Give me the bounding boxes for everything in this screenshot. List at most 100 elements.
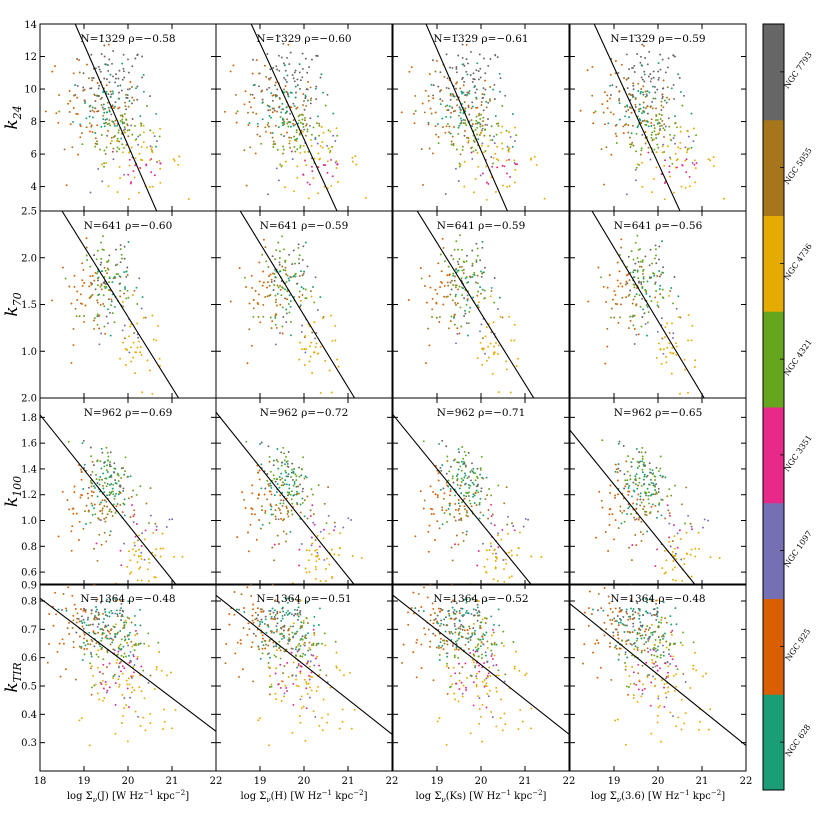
data-point <box>614 124 617 127</box>
data-point <box>479 473 482 476</box>
data-point <box>602 285 605 288</box>
data-point <box>497 159 500 162</box>
data-point <box>139 485 142 488</box>
data-point <box>615 135 618 138</box>
data-point <box>455 342 457 345</box>
data-point <box>301 274 304 277</box>
data-point <box>613 617 616 620</box>
data-point <box>298 262 301 265</box>
data-point <box>252 299 255 301</box>
data-point <box>61 266 64 269</box>
data-point <box>122 305 125 308</box>
data-point <box>638 481 641 484</box>
data-point <box>316 685 319 688</box>
data-point <box>501 528 504 531</box>
data-point <box>452 666 455 669</box>
data-point <box>467 451 470 454</box>
data-point <box>473 191 475 194</box>
data-point <box>83 463 86 466</box>
data-point <box>113 125 116 127</box>
data-point <box>643 110 646 113</box>
data-point <box>668 536 671 539</box>
data-point <box>298 548 301 551</box>
data-point <box>109 73 112 76</box>
data-point <box>97 666 99 669</box>
data-point <box>440 622 443 625</box>
data-point <box>648 462 651 465</box>
data-point <box>155 140 158 143</box>
data-point <box>448 105 451 108</box>
data-point <box>671 540 674 543</box>
data-point <box>297 644 299 647</box>
data-point <box>288 627 290 630</box>
data-point <box>627 109 630 111</box>
data-point <box>467 137 470 139</box>
data-point <box>130 621 133 624</box>
data-point <box>454 508 457 511</box>
data-point <box>114 597 117 600</box>
data-point <box>69 100 72 102</box>
data-point <box>530 707 533 710</box>
data-point <box>82 627 85 630</box>
data-point <box>127 677 130 680</box>
data-point <box>105 516 108 519</box>
data-point <box>664 571 667 574</box>
data-point <box>119 503 122 506</box>
data-point <box>298 358 301 361</box>
data-point <box>627 77 630 80</box>
data-point <box>255 59 258 62</box>
data-point <box>429 614 432 616</box>
data-point <box>160 669 163 672</box>
data-point <box>445 472 448 475</box>
data-point <box>452 110 455 113</box>
data-point <box>89 651 92 654</box>
data-point <box>246 362 249 365</box>
data-point <box>297 606 300 609</box>
data-point <box>122 627 125 630</box>
data-point <box>643 482 646 485</box>
data-point <box>251 72 254 75</box>
data-point <box>112 120 115 123</box>
data-point <box>247 550 250 553</box>
data-point <box>450 600 453 603</box>
data-point <box>299 698 302 701</box>
data-point <box>319 296 322 299</box>
data-point <box>450 143 453 146</box>
data-point <box>633 642 635 645</box>
data-point <box>644 451 647 454</box>
data-point <box>609 607 612 610</box>
data-point <box>103 305 106 308</box>
data-point <box>631 96 634 99</box>
data-point <box>90 638 93 641</box>
data-point <box>642 276 645 278</box>
data-point <box>512 641 515 643</box>
data-point <box>250 513 253 515</box>
data-point <box>469 651 472 654</box>
data-point <box>469 502 472 505</box>
data-point <box>80 717 83 720</box>
data-point <box>281 117 284 120</box>
data-point <box>473 78 476 81</box>
data-point <box>457 502 460 505</box>
data-point <box>482 57 485 60</box>
data-point <box>623 509 626 512</box>
data-point <box>651 469 654 472</box>
data-point <box>102 248 105 251</box>
data-point <box>85 504 88 507</box>
data-point <box>102 687 105 690</box>
data-point <box>124 101 126 104</box>
data-point <box>627 255 630 258</box>
data-point <box>275 630 278 633</box>
data-point <box>465 689 468 691</box>
data-point <box>690 112 693 115</box>
data-point <box>628 136 631 139</box>
data-point <box>122 502 125 505</box>
data-point <box>139 555 142 558</box>
data-point <box>638 163 641 166</box>
data-point <box>332 134 335 137</box>
data-point <box>306 692 309 695</box>
data-point <box>72 94 75 97</box>
data-point <box>618 102 621 105</box>
data-point <box>84 100 87 103</box>
data-point <box>147 632 150 635</box>
